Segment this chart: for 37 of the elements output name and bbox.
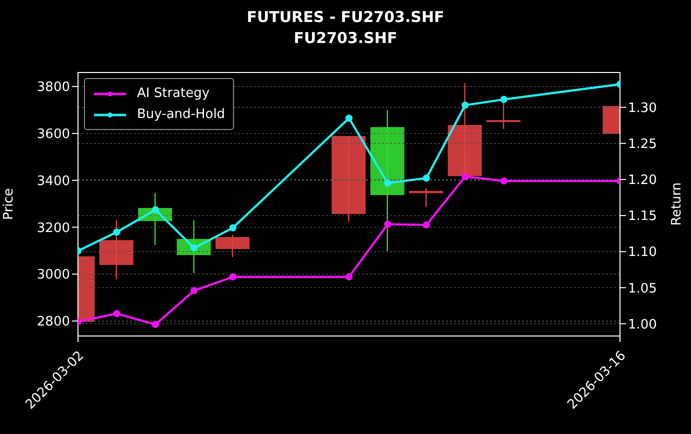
y2-tick-label: 1.30 (628, 100, 657, 116)
y-tick-label: 3600 (36, 127, 70, 142)
y2-tick-label: 1.10 (628, 245, 657, 260)
point (384, 220, 392, 228)
point (229, 224, 236, 232)
point (462, 172, 469, 180)
point (190, 244, 198, 252)
point (113, 310, 120, 318)
y-tick-label: 2800 (36, 314, 70, 330)
point (500, 177, 508, 185)
y2-tick-label: 1.15 (628, 209, 657, 224)
y2-tick-label: 1.05 (628, 281, 657, 296)
y2-tick-label: 1.20 (628, 173, 657, 188)
y-tick-label: 3000 (36, 268, 70, 283)
y-axis-title: Price (2, 188, 17, 220)
point (113, 228, 120, 236)
point (152, 206, 160, 214)
point (422, 221, 430, 229)
point (500, 96, 508, 104)
point (422, 174, 430, 182)
chart-title: FUTURES - FU2703.SHF (246, 8, 446, 26)
point (229, 273, 236, 280)
y-tick-label: 3800 (36, 80, 70, 96)
y2-tick-label: 1.00 (628, 317, 657, 332)
legend-label: Buy-and-Hold (136, 106, 226, 124)
point (345, 114, 353, 122)
chart-subtitle: FU2703.SHF (292, 29, 398, 47)
point (462, 102, 469, 109)
point (345, 273, 353, 280)
legend-label: AI Strategy (136, 85, 211, 103)
y2-axis-title: Return (670, 182, 685, 226)
y2-tick-label: 1.25 (628, 137, 657, 152)
point (190, 286, 198, 294)
y-tick-label: 3400 (36, 174, 70, 189)
point (384, 179, 392, 187)
y-tick-label: 3200 (36, 220, 70, 236)
point (152, 320, 160, 328)
